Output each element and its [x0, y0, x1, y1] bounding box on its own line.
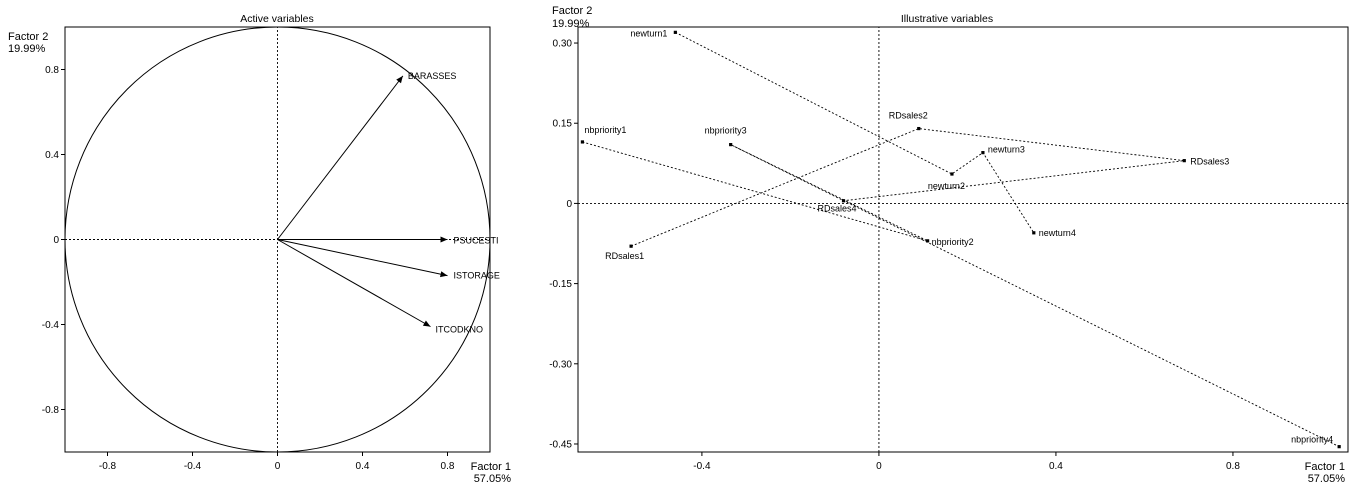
- left-ylabel-percent: 19.99%: [8, 43, 46, 55]
- left-ytick-label: -0.8: [42, 405, 60, 416]
- right-trajectory-nbpriority: [582, 141, 1340, 448]
- right-point-rdsales2: [917, 126, 921, 131]
- right-trajectory-rdsales: [630, 128, 1185, 247]
- right-label-rdsales3: RDsales3: [1190, 157, 1229, 167]
- right-point-newturn2: [950, 172, 954, 176]
- left-label-barasses: BARASSES: [408, 71, 457, 81]
- right-label-nbpriority2: nbpriority2: [932, 237, 974, 247]
- right-label-rdsales4: RDsales4: [818, 204, 857, 214]
- right-ytick-label: -0.15: [549, 279, 572, 290]
- left-label-istorage: ISTORAGE: [454, 271, 500, 281]
- left-ylabel-name: Factor 2: [8, 31, 48, 43]
- left-ytick-label: -0.4: [42, 320, 60, 331]
- right-label-newturn1: newturn1: [630, 28, 667, 38]
- right-plot-title: Illustrative variables: [901, 13, 993, 25]
- right-point-nbpriority4: [1337, 445, 1341, 449]
- right-xtick-label: 0: [876, 461, 882, 472]
- right-point-nbpriority2: [925, 239, 930, 243]
- left-ytick-label: 0: [53, 235, 59, 246]
- right-label-rdsales1: RDsales1: [605, 251, 644, 261]
- left-ytick-label: 0.4: [45, 150, 59, 161]
- left-xtick-label: 0.8: [441, 461, 455, 472]
- left-label-itcodkno: ITCODKNO: [436, 325, 484, 335]
- right-xlabel-name: Factor 1: [1305, 461, 1345, 473]
- left-xtick-label: -0.4: [184, 461, 202, 472]
- right-label-newturn4: newturn4: [1039, 228, 1076, 238]
- right-label-nbpriority1: nbpriority1: [584, 125, 626, 135]
- right-xlabel-percent: 57.05%: [1308, 473, 1346, 485]
- right-point-newturn3: [981, 151, 985, 155]
- right-ylabel-name: Factor 2: [552, 5, 592, 17]
- right-xtick-label: 0.8: [1226, 461, 1240, 472]
- left-xlabel-percent: 57.05%: [474, 473, 512, 485]
- right-label-nbpriority4: nbpriority4: [1291, 435, 1333, 445]
- active-variables-plot: Active variables Factor 2 19.99% Factor …: [8, 13, 511, 485]
- right-label-newturn3: newturn3: [988, 145, 1025, 155]
- right-ytick-label: 0: [566, 199, 572, 210]
- left-plot-title: Active variables: [240, 13, 314, 25]
- left-xlabel-name: Factor 1: [471, 461, 511, 473]
- left-arrowhead-barasses: [396, 75, 403, 84]
- right-ytick-label: -0.30: [549, 359, 572, 370]
- right-point-nbpriority1: [580, 140, 585, 144]
- right-xtick-label: -0.4: [693, 461, 711, 472]
- left-vector-istorage: [277, 239, 448, 277]
- right-ytick-label: 0.30: [553, 39, 573, 50]
- right-plot-frame: [577, 26, 1349, 453]
- right-label-newturn2: newturn2: [928, 181, 965, 191]
- right-point-newturn1: [673, 30, 677, 34]
- right-xtick-label: 0.4: [1049, 461, 1063, 472]
- right-point-rdsales4: [841, 199, 846, 203]
- left-label-psucesti: PSUCESTI: [454, 236, 499, 246]
- illustrative-variables-plot: Illustrative variables Factor 2 19.99% F…: [549, 5, 1349, 485]
- left-arrowhead-psucesti: [440, 236, 448, 243]
- right-ytick-label: 0.15: [553, 119, 573, 130]
- right-ytick-label: -0.45: [549, 439, 572, 450]
- left-xtick-label: 0: [275, 461, 281, 472]
- left-ytick-label: 0.8: [45, 65, 59, 76]
- right-point-rdsales1: [629, 244, 633, 248]
- right-label-rdsales2: RDsales2: [889, 111, 928, 121]
- left-arrowhead-itcodkno: [422, 320, 431, 327]
- left-vector-barasses: [277, 75, 404, 240]
- right-point-newturn4: [1032, 231, 1036, 235]
- right-label-nbpriority3: nbpriority3: [705, 126, 747, 136]
- right-point-nbpriority3: [729, 143, 733, 147]
- right-trajectory-newturn: [675, 31, 1035, 234]
- right-point-rdsales3: [1182, 159, 1186, 163]
- left-xtick-label: -0.8: [99, 461, 117, 472]
- left-arrowhead-istorage: [440, 271, 448, 278]
- left-xtick-label: 0.4: [356, 461, 370, 472]
- left-vector-itcodkno: [277, 239, 431, 328]
- right-ylabel-percent: 19.99%: [552, 18, 590, 30]
